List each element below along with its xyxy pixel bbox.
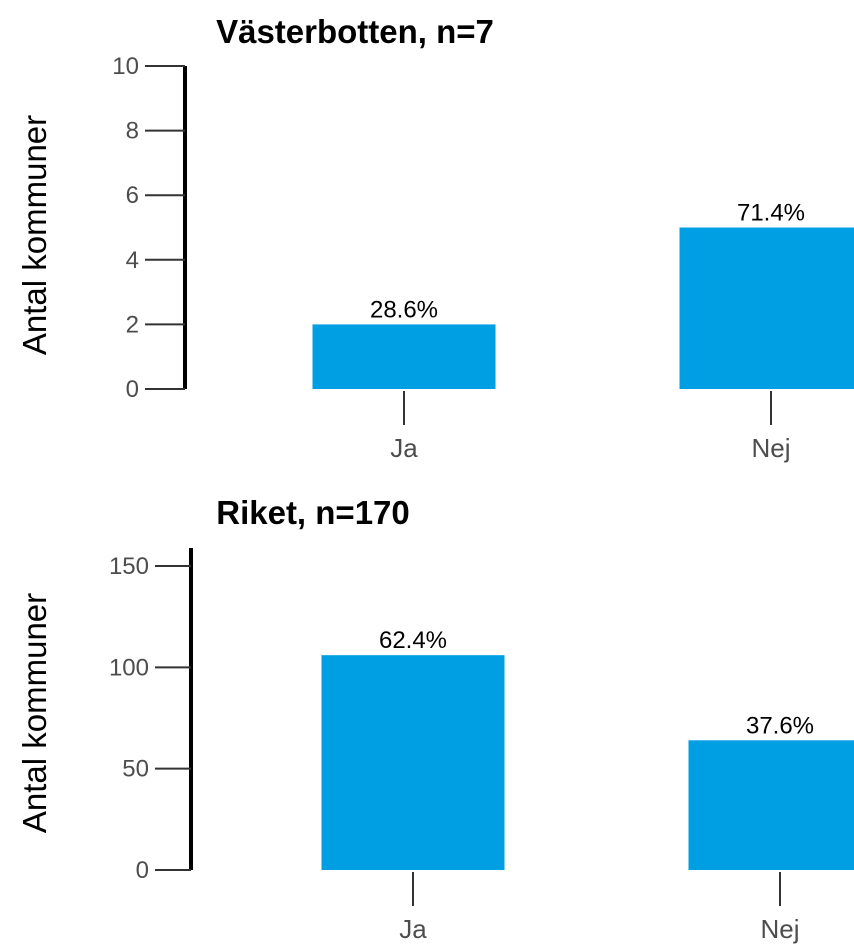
bar-ja (312, 324, 496, 389)
bars: 28.6% 71.4% (312, 200, 854, 389)
y-tick-label: 10 (112, 53, 139, 80)
y-tick-label: 0 (136, 857, 149, 884)
bar-data-label: 28.6% (370, 296, 438, 323)
x-tick-label: Nej (760, 914, 799, 944)
y-axis-label: Antal kommuner (16, 115, 53, 355)
bar-data-label: 37.6% (746, 712, 814, 739)
y-ticks: 0 2 4 6 8 10 (112, 53, 185, 403)
y-tick-label: 8 (126, 118, 139, 145)
bar-ja (321, 655, 505, 870)
y-tick-label: 0 (126, 376, 139, 403)
y-tick-label: 4 (126, 247, 139, 274)
y-tick-label: 100 (109, 654, 149, 681)
x-tick-label: Ja (390, 433, 418, 463)
chart-title: Västerbotten, n=7 (216, 13, 494, 50)
chart-title: Riket, n=170 (216, 494, 410, 531)
x-tick-label: Nej (751, 433, 790, 463)
y-tick-label: 50 (122, 756, 149, 783)
x-ticks: Ja Nej (399, 872, 800, 944)
x-ticks: Ja Nej (390, 391, 791, 463)
bar-nej (679, 227, 854, 389)
bars: 62.4% 37.6% (321, 627, 854, 870)
y-tick-label: 150 (109, 553, 149, 580)
bar-nej (688, 740, 854, 870)
chart-riket: Riket, n=170 Antal kommuner 0 50 100 150 62… (16, 494, 854, 944)
y-tick-label: 2 (126, 311, 139, 338)
y-axis-label: Antal kommuner (16, 593, 53, 833)
y-tick-label: 6 (126, 182, 139, 209)
bar-data-label: 62.4% (379, 627, 447, 654)
bar-data-label: 71.4% (737, 200, 805, 227)
x-tick-label: Ja (399, 914, 427, 944)
chart-vasterbotten: Västerbotten, n=7 Antal kommuner 0 2 4 6 8 10… (16, 13, 854, 463)
y-ticks: 0 50 100 150 (109, 553, 191, 884)
